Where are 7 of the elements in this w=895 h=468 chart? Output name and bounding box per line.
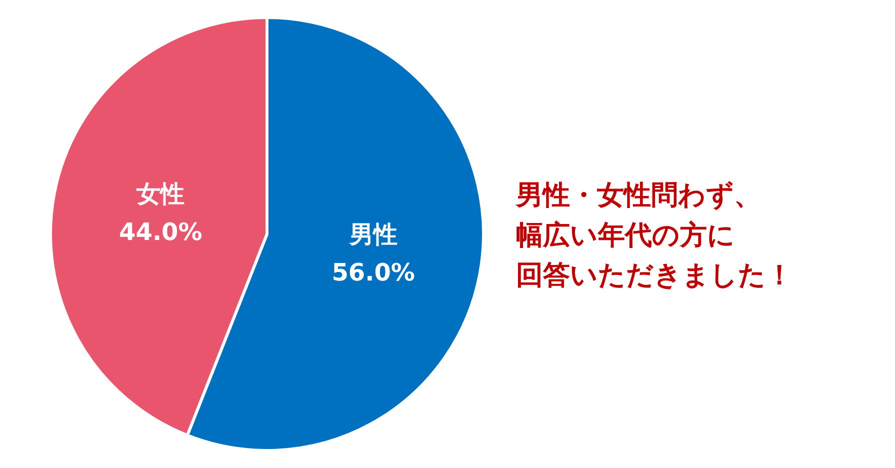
text: 幅広い年代の方に [516,219,736,253]
text: 回答いただきました！ [516,259,793,293]
text: 男性・女性問わず、 [516,179,762,213]
data-label: 56.0% [332,258,415,287]
slice-label: 男性 [348,220,398,249]
slice-label: 女性 [136,180,185,208]
data-label: 44.0% [119,218,202,246]
